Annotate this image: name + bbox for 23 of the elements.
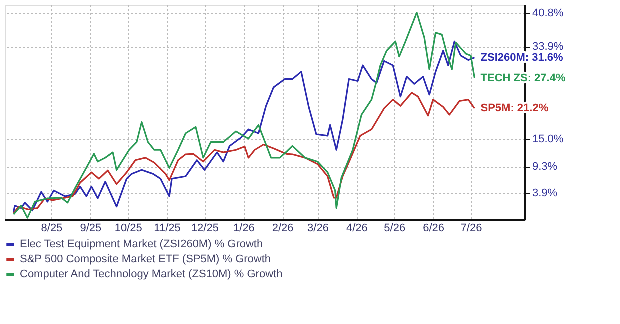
legend-label: Elec Test Equipment Market (ZSI260M) % Growth	[20, 238, 264, 250]
line-series	[12, 12, 476, 219]
x-tick-label: 8/25	[41, 222, 63, 234]
x-tick-label: 5/26	[384, 222, 406, 234]
x-tick-label: 12/25	[191, 222, 219, 234]
line-series	[12, 40, 476, 213]
x-tick-label: 1/26	[233, 222, 255, 234]
y-tick-label: 33.9%	[532, 41, 564, 54]
x-tick-label: 4/26	[346, 222, 368, 234]
legend-label: S&P 500 Composite Market ETF (SP5M) % Growth	[20, 254, 272, 266]
x-tick-label: 3/26	[308, 222, 329, 234]
legend-label: Computer And Technology Market (ZS10M) % Growth	[20, 268, 283, 280]
x-tick-label: 10/25	[114, 222, 142, 234]
y-tick-label: 15.0%	[532, 133, 564, 146]
x-tick-label: 2/26	[272, 222, 294, 234]
x-tick-label: 6/26	[423, 222, 445, 234]
x-tick-label: 7/26	[460, 222, 482, 234]
y-tick-label: 3.9%	[532, 188, 558, 200]
y-tick-label: 40.8%	[532, 7, 564, 20]
line-series	[12, 92, 476, 214]
y-tick-label: 9.3%	[532, 161, 558, 174]
x-tick-label: 11/25	[154, 222, 181, 234]
x-tick-label: 9/25	[80, 222, 102, 234]
